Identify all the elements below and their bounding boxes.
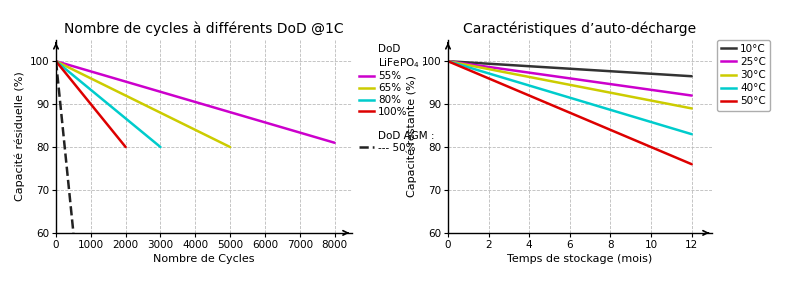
- Y-axis label: Capacité restante (%): Capacité restante (%): [406, 75, 418, 197]
- Legend: DoD, LiFePO$_4$ :, 55%, 65%, 80%, 100%, , DoD AGM :, --- 50%: DoD, LiFePO$_4$ :, 55%, 65%, 80%, 100%, …: [355, 40, 438, 157]
- Legend: 10°C, 25°C, 30°C, 40°C, 50°C: 10°C, 25°C, 30°C, 40°C, 50°C: [718, 40, 770, 110]
- X-axis label: Nombre de Cycles: Nombre de Cycles: [154, 254, 254, 264]
- X-axis label: Temps de stockage (mois): Temps de stockage (mois): [507, 254, 653, 264]
- Title: Caractéristiques d’auto-décharge: Caractéristiques d’auto-décharge: [463, 21, 697, 36]
- Y-axis label: Capacité résiduelle (%): Capacité résiduelle (%): [14, 72, 26, 201]
- Title: Nombre de cycles à différents DoD @1C: Nombre de cycles à différents DoD @1C: [64, 21, 344, 36]
